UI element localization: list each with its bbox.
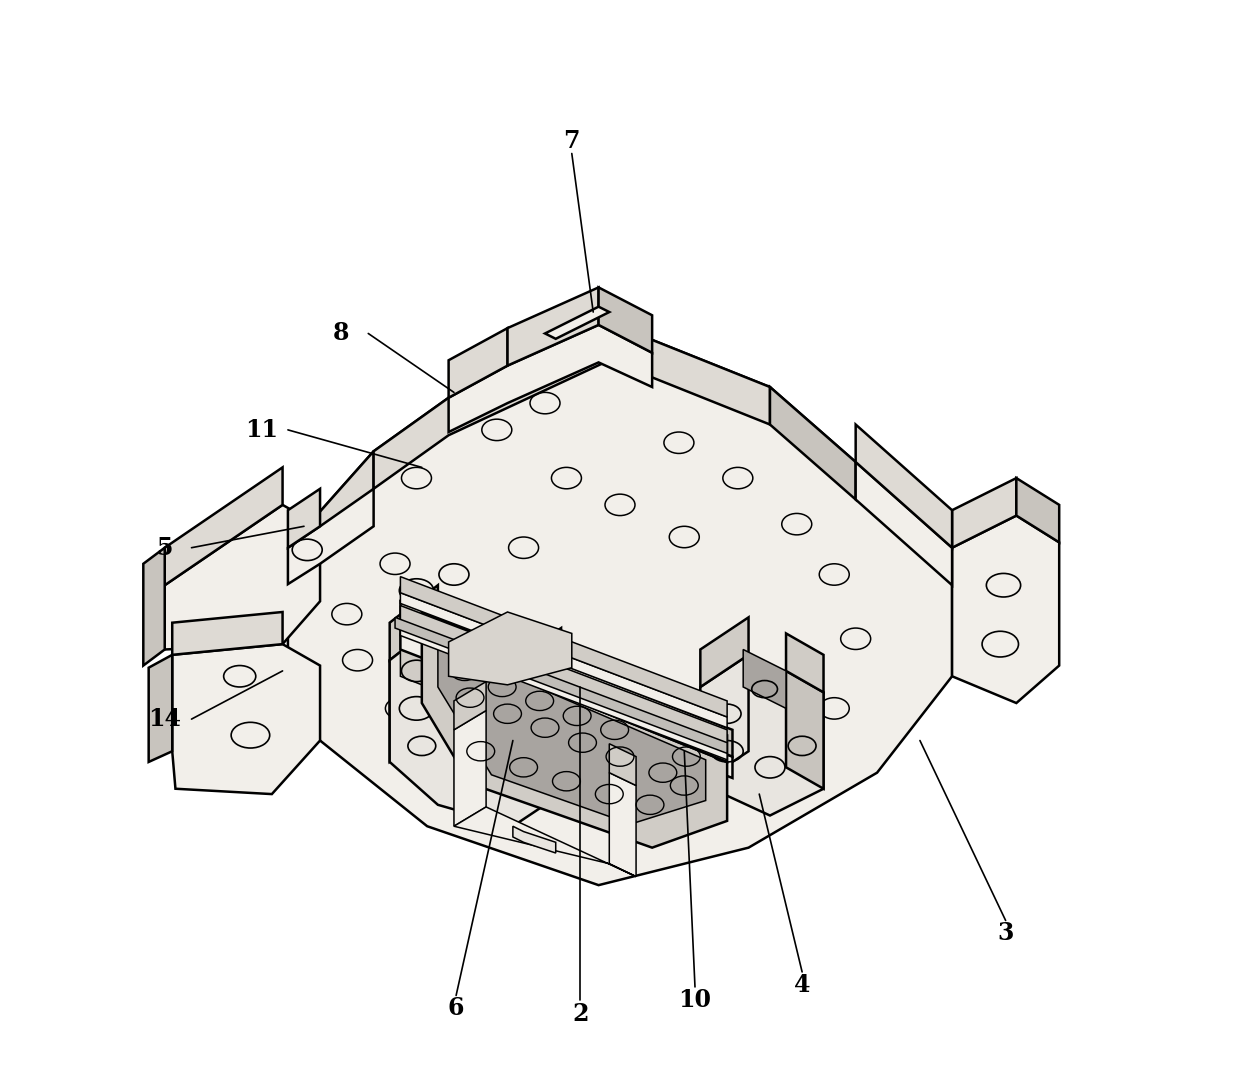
Polygon shape — [401, 601, 733, 756]
Text: 3: 3 — [997, 921, 1014, 945]
Text: 2: 2 — [572, 1002, 589, 1026]
Polygon shape — [144, 548, 165, 666]
Polygon shape — [513, 666, 560, 794]
Polygon shape — [546, 307, 609, 338]
Text: 6: 6 — [448, 997, 464, 1020]
Polygon shape — [422, 639, 727, 847]
Polygon shape — [422, 612, 727, 761]
Polygon shape — [401, 628, 733, 778]
Polygon shape — [288, 489, 373, 584]
Polygon shape — [438, 644, 706, 824]
Polygon shape — [288, 323, 952, 885]
Polygon shape — [389, 623, 560, 826]
Polygon shape — [609, 323, 770, 424]
Polygon shape — [513, 628, 560, 698]
Polygon shape — [856, 424, 952, 548]
Polygon shape — [507, 288, 599, 365]
Polygon shape — [701, 618, 749, 687]
Polygon shape — [770, 387, 856, 499]
Polygon shape — [701, 655, 823, 815]
Polygon shape — [609, 772, 636, 876]
Polygon shape — [149, 655, 172, 761]
Polygon shape — [389, 623, 438, 761]
Polygon shape — [172, 644, 320, 794]
Polygon shape — [454, 711, 486, 826]
Polygon shape — [172, 612, 283, 655]
Text: 8: 8 — [334, 321, 350, 346]
Polygon shape — [389, 585, 438, 661]
Polygon shape — [449, 325, 652, 432]
Text: 7: 7 — [563, 129, 580, 153]
Polygon shape — [952, 516, 1059, 703]
Polygon shape — [1017, 478, 1059, 542]
Polygon shape — [288, 451, 373, 585]
Polygon shape — [288, 489, 320, 548]
Polygon shape — [856, 462, 952, 585]
Polygon shape — [401, 606, 727, 745]
Polygon shape — [513, 826, 556, 853]
Polygon shape — [401, 622, 727, 759]
Polygon shape — [449, 612, 572, 685]
Polygon shape — [952, 478, 1017, 548]
Polygon shape — [786, 634, 823, 693]
Polygon shape — [449, 329, 507, 397]
Polygon shape — [701, 655, 749, 783]
Polygon shape — [165, 467, 283, 585]
Polygon shape — [165, 505, 320, 650]
Polygon shape — [454, 682, 486, 730]
Polygon shape — [454, 807, 636, 876]
Text: 10: 10 — [678, 988, 712, 1012]
Polygon shape — [743, 650, 786, 709]
Polygon shape — [373, 323, 609, 489]
Text: 11: 11 — [244, 418, 278, 441]
Polygon shape — [609, 744, 636, 785]
Polygon shape — [786, 671, 823, 788]
Polygon shape — [396, 618, 727, 753]
Text: 14: 14 — [149, 707, 181, 731]
Polygon shape — [401, 577, 727, 717]
Polygon shape — [401, 593, 727, 728]
Polygon shape — [599, 288, 652, 352]
Text: 5: 5 — [156, 536, 172, 560]
Text: 4: 4 — [794, 973, 811, 997]
Polygon shape — [401, 634, 560, 741]
